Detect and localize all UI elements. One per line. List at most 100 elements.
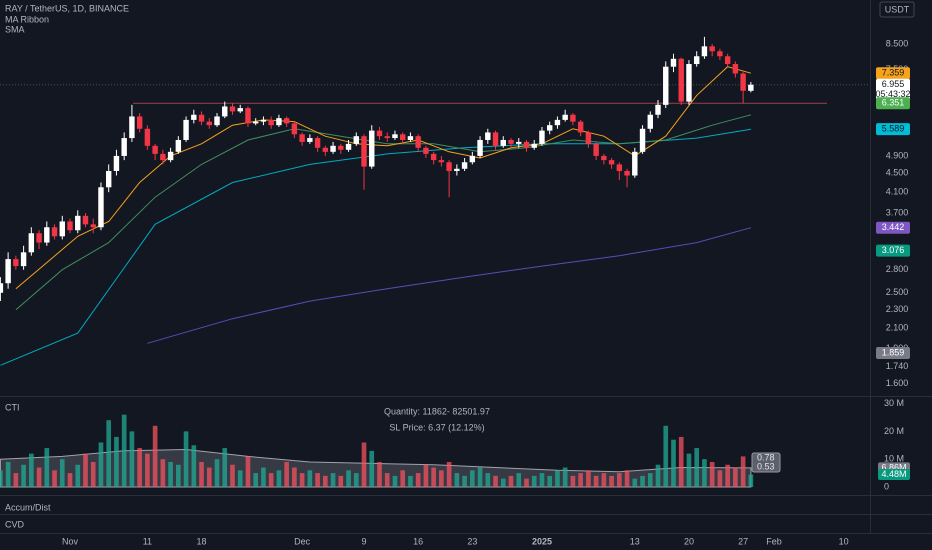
volume-bar xyxy=(431,467,436,487)
volume-bar xyxy=(276,470,282,487)
volume-bar xyxy=(5,461,11,487)
price-tick-label: 3.700 xyxy=(886,207,909,217)
volume-tag-label: 4.48M xyxy=(881,469,906,479)
candle-body xyxy=(75,215,81,231)
candle-body xyxy=(191,114,197,120)
cti-value: 0.78 xyxy=(757,452,775,462)
currency-label[interactable]: USDT xyxy=(885,4,910,14)
candle-body xyxy=(59,221,65,237)
volume-bar xyxy=(168,461,173,487)
candle-body xyxy=(732,64,739,74)
candle-body xyxy=(492,132,499,146)
candle-body xyxy=(539,130,545,144)
pane-label[interactable]: CVD xyxy=(5,519,25,529)
candle-body xyxy=(252,121,259,124)
candle-body xyxy=(198,114,205,122)
volume-bar xyxy=(439,470,444,487)
volume-bar xyxy=(725,464,730,487)
volume-bar xyxy=(83,453,88,487)
volume-bar xyxy=(361,442,367,487)
volume-bar xyxy=(686,453,692,487)
candle-body xyxy=(477,139,483,156)
volume-bar xyxy=(655,464,661,487)
price-tick-label: 1.740 xyxy=(886,361,909,371)
candle-body xyxy=(562,114,568,120)
volume-bar xyxy=(609,475,614,487)
volume-bar xyxy=(709,461,715,487)
indicator-label[interactable]: SMA xyxy=(5,24,25,34)
candle-body xyxy=(183,119,189,140)
date-tick-label: Feb xyxy=(766,536,782,546)
volume-bar xyxy=(446,461,452,487)
candle-body xyxy=(454,168,460,171)
volume-bar xyxy=(253,473,259,487)
candle-body xyxy=(593,143,599,156)
candle-body xyxy=(28,233,35,253)
price-tag xyxy=(876,123,910,136)
volume-bar xyxy=(632,478,638,487)
volume-bar xyxy=(145,453,150,487)
volume-bar xyxy=(694,448,700,487)
cti-box xyxy=(751,452,781,473)
candle-body xyxy=(724,56,731,65)
volume-bar xyxy=(338,475,344,487)
candle-body xyxy=(222,106,228,117)
volume-bar xyxy=(733,467,738,487)
volume-bar xyxy=(531,475,537,487)
price-tick-label: 8.500 xyxy=(886,38,909,48)
volume-bar xyxy=(315,473,320,487)
candle-body xyxy=(616,164,623,171)
date-tick-label: 11 xyxy=(143,536,152,546)
candle-body xyxy=(430,153,437,161)
date-tick-label: 2025 xyxy=(532,536,552,546)
volume-bar xyxy=(21,464,26,487)
candle-body xyxy=(5,259,11,284)
price-tag xyxy=(876,97,910,110)
candle-body xyxy=(291,123,298,135)
candle-body xyxy=(82,215,89,225)
cti-value: 0.53 xyxy=(757,461,775,471)
candle-body xyxy=(717,51,723,57)
volume-bar xyxy=(52,470,57,487)
volume-bar xyxy=(137,448,142,487)
volume-bar xyxy=(547,475,553,487)
volume-bar xyxy=(671,439,676,487)
price-tick-label: 4.100 xyxy=(886,187,909,197)
volume-bar xyxy=(176,464,181,487)
candle-body xyxy=(129,116,135,139)
volume-bar xyxy=(485,473,491,487)
candle-body xyxy=(338,145,344,150)
volume-bar xyxy=(44,448,50,487)
price-tag-label: 5.589 xyxy=(882,124,905,134)
candle-body xyxy=(585,132,592,144)
volume-bar xyxy=(67,473,73,487)
indicator-label[interactable]: MA Ribbon xyxy=(5,14,49,24)
volume-bar xyxy=(129,431,135,487)
candle-body xyxy=(307,138,313,142)
candle-body xyxy=(369,130,375,167)
volume-bar xyxy=(617,473,622,487)
volume-bar xyxy=(292,467,297,487)
volume-bar xyxy=(13,473,19,487)
volume-tag-label: 6.86M xyxy=(881,462,906,472)
candle-body xyxy=(469,155,476,163)
price-tick-label: 2.300 xyxy=(886,304,909,314)
volume-bar xyxy=(206,467,212,487)
pane-label[interactable]: Accum/Dist xyxy=(5,502,51,512)
candle-body xyxy=(113,155,120,171)
volume-bar xyxy=(284,461,289,487)
candle-body xyxy=(276,118,282,126)
candle-body xyxy=(376,130,383,137)
currency-button[interactable] xyxy=(879,1,915,18)
volume-bar xyxy=(717,470,723,487)
candle-body xyxy=(407,136,414,140)
volume-bar xyxy=(601,473,607,487)
annotation: SL Price: 6.37 (12.12%) xyxy=(389,422,484,432)
volume-bar xyxy=(647,473,653,487)
volume-bar xyxy=(59,459,65,487)
date-tick-label: 9 xyxy=(362,536,367,546)
volume-bar xyxy=(36,467,42,487)
candle-body xyxy=(392,134,398,139)
volume-bar xyxy=(230,464,235,487)
